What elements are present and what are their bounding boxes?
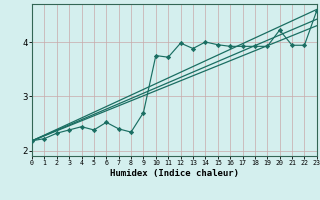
X-axis label: Humidex (Indice chaleur): Humidex (Indice chaleur) <box>110 169 239 178</box>
